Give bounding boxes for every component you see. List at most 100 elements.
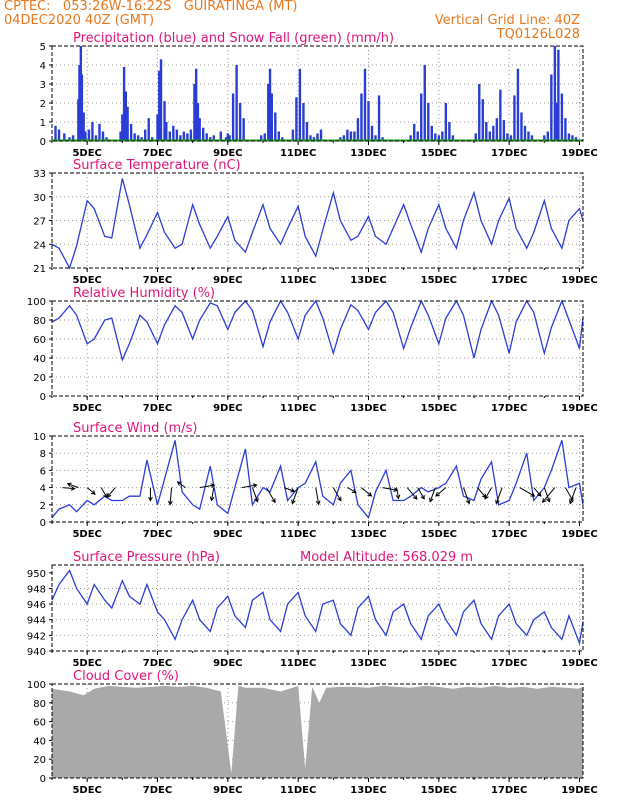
wind-vector: [543, 487, 551, 503]
wind-vector-shaft: [495, 487, 503, 504]
precipitation-bar: [267, 84, 270, 141]
wind-vector: [283, 487, 296, 493]
wind-vector-head: [569, 499, 574, 505]
precipitation-bar: [121, 114, 124, 141]
y-tick-label: 2: [40, 99, 46, 110]
y-tick-label: 0: [40, 518, 46, 529]
precipitation-bar: [205, 133, 208, 141]
precipitation-bar: [553, 46, 557, 141]
y-tick-label: 21: [33, 264, 46, 275]
wind-vector-shaft: [462, 487, 470, 504]
precipitation-bar: [305, 122, 309, 141]
precipitation-bar: [564, 118, 567, 141]
humidity-panel: 0 20 40 60 80 100 5DEC 7DEC 9DEC 11DEC 13DEC 15DEC 1…: [27, 286, 598, 414]
precipitation-bar: [71, 135, 75, 141]
y-tick-label: 0: [40, 774, 46, 785]
precipitation-bar: [194, 68, 198, 141]
precipitation-bar: [179, 135, 182, 141]
precipitation-bar: [319, 129, 323, 141]
wind-vector: [241, 483, 258, 489]
x-tick-label: 17DEC: [491, 403, 527, 414]
precipitation-bar: [451, 135, 455, 141]
wind-vector: [484, 487, 493, 500]
wind-vector-head: [546, 497, 551, 503]
precipitation-bar: [202, 127, 205, 141]
precipitation-bar: [423, 65, 426, 141]
wind-vector-shaft: [266, 487, 276, 503]
precipitation-bar: [147, 118, 150, 141]
y-tick-label: 24: [33, 240, 46, 251]
x-tick-label: 13DEC: [350, 403, 386, 414]
precipitation-bar: [235, 65, 238, 141]
wind-vector: [417, 487, 425, 500]
precipitation-bar: [523, 125, 527, 141]
precipitation-panel: 0 1 2 3 4 5 5DEC 7DEC 9DEC 11DEC 13DEC 15DEC 17DEC 19…: [40, 31, 598, 159]
x-tick-label: 19DEC: [561, 275, 597, 286]
precipitation-bar: [91, 122, 94, 141]
precipitation-bar: [374, 135, 377, 141]
wind-vector: [477, 487, 487, 499]
precipitation-bar: [353, 131, 356, 141]
precipitation-bar: [274, 112, 277, 141]
wind-vector: [291, 487, 299, 505]
precipitation-bar: [416, 131, 419, 141]
y-tick-label: 60: [33, 335, 46, 346]
precipitation-bar: [263, 133, 266, 141]
precipitation-bar: [516, 68, 520, 141]
precipitation-bar: [309, 135, 312, 141]
panel-frame: [51, 564, 584, 652]
precipitation-bar: [543, 135, 546, 141]
y-tick-label: 942: [27, 631, 46, 642]
precipitation-bar: [198, 118, 201, 141]
panel-title: Relative Humidity (%): [73, 286, 215, 301]
x-tick-label: 19DEC: [561, 403, 597, 414]
precipitation-bar: [156, 114, 159, 141]
wind-vector-shaft: [543, 487, 550, 502]
y-tick-label: 80: [33, 699, 46, 710]
wind-vector-head: [290, 488, 296, 493]
y-tick-label: 33: [33, 169, 46, 180]
precipitation-bar: [502, 120, 506, 141]
wind-vector-shaft: [477, 487, 487, 498]
header-grid-line: Vertical Grid Line: 40Z: [434, 13, 580, 28]
y-tick-label: 80: [33, 316, 46, 327]
precipitation-bar: [82, 112, 85, 141]
wind-vector: [209, 487, 215, 502]
wind-vector-head: [395, 494, 401, 500]
wind-vector-head: [337, 496, 342, 502]
wind-vector: [168, 487, 173, 506]
wind-vector-shaft: [569, 487, 577, 504]
x-tick-label: 19DEC: [561, 529, 597, 540]
precipitation-bar: [339, 137, 342, 141]
y-tick-label: 100: [27, 297, 46, 308]
y-tick-label: 30: [33, 193, 46, 204]
precipitation-bar: [242, 118, 245, 141]
x-tick-label: 13DEC: [350, 148, 386, 159]
wind-vector-head: [66, 482, 72, 488]
wind-vector-shaft: [332, 487, 342, 501]
panel-title: Surface Pressure (hPa): [73, 550, 220, 565]
wind-vector: [347, 487, 357, 494]
precipitation-bar: [571, 135, 574, 141]
x-tick-label: 15DEC: [421, 529, 457, 540]
wind-vector: [100, 487, 108, 499]
x-tick-label: 9DEC: [213, 148, 242, 159]
precipitation-bar: [165, 122, 168, 141]
precipitation-bar: [228, 135, 231, 141]
wind-vector-shaft: [542, 487, 556, 503]
precipitation-bar: [567, 133, 571, 141]
wind-vector-head: [291, 499, 296, 505]
x-tick-label: 5DEC: [72, 529, 101, 540]
wind-vector-shaft: [283, 487, 295, 492]
wind-vector-shaft: [177, 481, 186, 489]
precipitation-bar: [509, 135, 513, 141]
x-tick-label: 11DEC: [280, 275, 316, 286]
y-tick-label: 5: [40, 42, 46, 53]
precipitation-bar: [129, 123, 133, 141]
y-tick-label: 4: [40, 61, 46, 72]
precipitation-bar: [506, 133, 509, 141]
panel-frame: [51, 435, 584, 523]
wind-vector-shaft: [533, 487, 542, 497]
wind-vector-shaft: [100, 487, 108, 498]
cloud-cover-area: [52, 685, 583, 778]
